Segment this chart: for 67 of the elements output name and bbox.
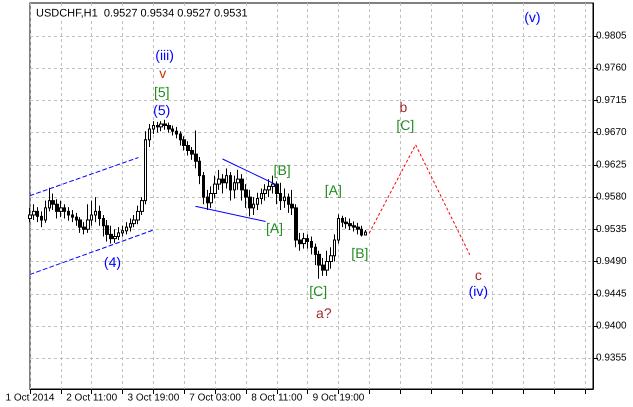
y-tick-label: 0.9670 (596, 127, 628, 138)
candlestick (171, 124, 174, 136)
y-tick-label: 0.9355 (596, 352, 628, 364)
y-tick-label: 0.9625 (596, 159, 628, 170)
x-tick-label: 7 Oct 03:00 (189, 392, 242, 404)
candlestick (113, 228, 117, 244)
candlestick (287, 192, 290, 214)
y-tick-label: 0.9400 (596, 320, 628, 332)
candlestick (105, 219, 109, 242)
candlestick (67, 206, 70, 222)
candlestick (267, 178, 271, 198)
y-tick-label: 0.9715 (596, 94, 628, 106)
candlestick (129, 218, 132, 232)
x-tick-label: 8 Oct 11:00 (251, 392, 303, 404)
y-tick-label: 0.9535 (596, 224, 628, 235)
annotation: (iv) (468, 282, 488, 299)
annotation: [B] (274, 162, 291, 178)
annotation: [A] (266, 220, 284, 236)
candlestick (121, 225, 124, 237)
x-tick-label: 3 Oct 19:00 (128, 392, 180, 404)
candlestick (59, 200, 63, 218)
candlestick (179, 130, 182, 146)
candlestick (71, 209, 74, 223)
candlestick (117, 226, 120, 241)
annotation: (iii) (155, 46, 174, 63)
candlestick (302, 232, 306, 250)
candlestick (78, 216, 82, 234)
candlestick (86, 204, 90, 234)
candlestick (364, 230, 367, 236)
candlestick (279, 182, 282, 210)
y-tick-label: 0.9445 (596, 288, 628, 300)
annotation: (5) (153, 102, 170, 118)
x-tick-label: 9 Oct 19:00 (312, 392, 365, 404)
annotation: (4) (104, 254, 122, 270)
annotation: b (400, 98, 408, 115)
y-tick-label: 0.9580 (596, 192, 628, 203)
candlestick (325, 250, 329, 276)
candlestick (94, 196, 97, 223)
y-tick-label: 0.9490 (596, 256, 628, 268)
candlestick (36, 206, 39, 223)
annotation: [B] (351, 245, 368, 262)
candlestick (348, 218, 352, 231)
candlestick (229, 172, 232, 202)
candlestick (352, 220, 356, 232)
candlestick (125, 222, 128, 235)
candlestick (167, 122, 171, 134)
annotation: [C] (309, 282, 328, 299)
annotation: c (474, 267, 482, 284)
y-tick-label: 0.9805 (596, 30, 628, 42)
annotation: a? (316, 304, 332, 321)
annotation: [5] (154, 84, 170, 100)
annotation: [C] (396, 117, 414, 134)
annotation: v (159, 64, 166, 81)
x-tick-label: 2 Oct 11:00 (66, 392, 118, 404)
candlestick (356, 222, 360, 235)
chart-title: USDCHF,H1 0.9527 0.9534 0.9527 0.9531 (36, 8, 248, 20)
annotation: [A] (324, 182, 342, 198)
candlestick (360, 225, 363, 237)
candlestick (63, 204, 66, 220)
candlestick (32, 204, 36, 220)
x-tick-label: 1 Oct 2014 (6, 392, 55, 404)
candlestick (159, 120, 163, 132)
candlestick (344, 216, 348, 230)
y-tick-label: 0.9760 (596, 62, 628, 74)
candlestick (163, 119, 167, 130)
annotation: (v) (524, 8, 541, 25)
candlestick (156, 121, 159, 134)
